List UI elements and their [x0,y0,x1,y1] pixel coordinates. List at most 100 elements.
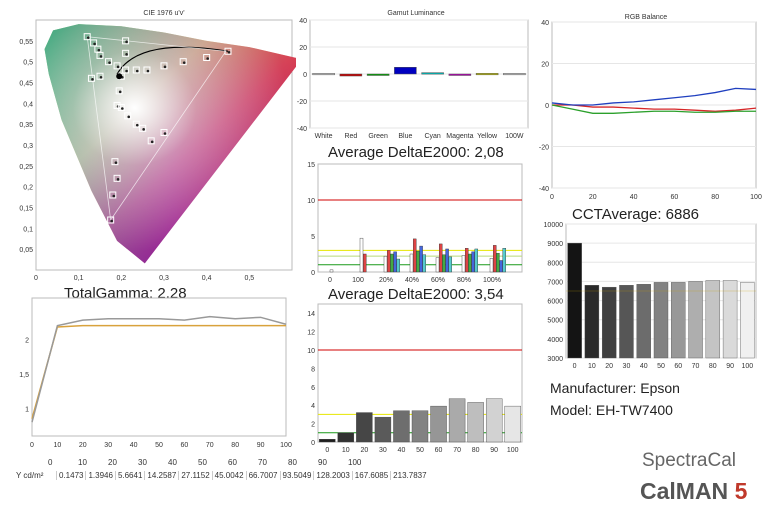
deltae-gray-x-tick: 20% [379,277,393,284]
deltae-gray-x-tick: 40% [405,277,419,284]
cct-y-tick: 10000 [544,222,564,229]
luminance-table-value: 93.5049 [279,471,314,480]
deltae-gs-x-tick: 20 [360,447,368,454]
gamma-y-tick: 2 [25,337,29,344]
deltae-gray-bar [390,253,394,273]
cie-target-marker [160,62,168,70]
luminance-table-header-cell: 60 [228,458,237,467]
cie-measured-point [114,161,118,164]
cct-x-tick: 100 [742,363,754,370]
cct-bar [584,285,600,359]
cie-target-marker [107,216,115,224]
cie-target-marker [139,124,147,132]
cct-y-tick: 5000 [547,318,563,325]
gamut-luminance-chart: Gamut Luminance 40 20 0 -20 -40 White Red Green B… [297,10,529,140]
gamut-x-tick: Green [368,133,388,140]
cie-measured-point [135,69,139,73]
deltae-gs-bar [485,398,503,443]
gamut-bar [421,72,444,75]
deltae-gs-x-tick: 0 [325,447,329,454]
luminance-table-header: 0 10 20 30 40 50 60 70 80 90 100 [16,456,429,469]
cie-measured-point [121,107,124,110]
deltae-gs-y-tick: 2 [311,422,315,429]
cie-measured-point [146,69,150,73]
cct-bar [601,286,617,359]
rgb-line-blue [551,87,757,106]
rgb-x-tick: 40 [630,194,638,201]
deltae-gs-panel: 14 12 10 8 6 4 2 0 0 10 20 30 40 50 60 70 80 90 100 [296,300,528,456]
deltae-gray-title: Average DeltaE2000: 2,08 [328,144,504,161]
deltae-gray-bar [435,257,440,273]
rgb-y-tick: 0 [545,103,549,110]
deltae-gray-bar [499,260,503,273]
cct-x-tick: 70 [692,363,700,370]
deltae-gray-bar [412,238,417,273]
calman-logo-number: 5 [734,478,748,504]
gamma-line-measured [31,315,287,423]
gamut-y-tick: -20 [297,99,307,106]
cct-title: CCTAverage: 6886 [572,206,700,223]
cie-measured-point [150,140,154,144]
cie-y-tick: 0,15 [19,206,33,213]
cie-x-tick: 0,5 [244,275,254,282]
cie-target-marker [115,87,123,95]
rgb-balance-panel: RGB Balance 40 20 0 -20 -40 0 20 40 60 80 100 [530,4,766,210]
cie-measured-point [206,57,209,60]
gamut-y-tick: 20 [299,45,307,52]
calman-logo-text: CalMAN [640,478,729,504]
cie-measured-point [97,48,101,52]
deltae-gray-bar [492,245,497,273]
cie-measured-point [93,42,96,46]
deltae-gray-bar [445,248,449,273]
deltae-gray-bar [362,253,367,273]
deltae-gray-bar [474,248,479,273]
luminance-table-value: 27.1152 [178,471,211,480]
deltae-gs-bar [430,405,447,443]
deltae-gs-y-tick: 12 [307,330,315,337]
cct-bar [705,280,721,359]
cct-bar [688,281,703,359]
deltae-gray-x-tick: 100% [483,277,501,284]
deltae-gs-x-tick: 70 [453,447,461,454]
deltae-gray-panel: 15 10 5 0 0 100 20% 40% 60% 80% 100% [296,160,528,284]
luminance-table-values: Y cd/m² 0.1473 1.3946 5.6641 14.2587 27.1152 4… [16,469,429,482]
cie-target-marker [113,174,121,182]
deltae-gs-bar [448,398,466,443]
cie-measured-point [99,75,103,79]
gamut-bar [366,73,390,76]
cct-x-tick: 50 [657,363,665,370]
gamut-bar [503,73,526,76]
deltae-gray-bar [461,255,466,273]
deltae-gs-x-tick: 40 [398,447,406,454]
deltae-gs-bar [374,416,392,443]
luminance-table-header-cell: 30 [138,458,147,467]
gamut-y-tick: 0 [303,72,307,79]
luminance-table-value: 45.0042 [211,471,246,480]
cie-target-marker [160,129,168,136]
cct-x-tick: 40 [640,363,648,370]
deltae-gray-y-tick: 10 [307,198,315,205]
cie-target-marker [203,54,211,61]
rgb-line-red [552,104,757,112]
deltae-gray-x-tick: 80% [457,277,471,284]
gamut-y-tick: 40 [299,18,307,25]
deltae-gs-bar [319,439,336,443]
deltae-gray-bar [489,258,494,273]
gamma-panel: 2 1,5 1 0 10 20 30 40 50 60 70 80 90 100 [0,296,294,456]
deltae-gray-y-tick: 15 [307,162,315,169]
luminance-table-header-cell: 10 [78,458,87,467]
deltae-gs-title: Average DeltaE2000: 3,54 [328,286,504,303]
gamut-x-tick: Cyan [424,133,440,140]
cie-measured-point [110,219,113,223]
gamut-bar [339,73,363,77]
gamut-title: Gamut Luminance [387,10,444,17]
deltae-gray-bar [468,253,472,273]
cct-y-tick: 8000 [547,260,563,267]
deltae-gs-x-tick: 30 [379,447,387,454]
deltae-gray-bar [383,255,388,273]
cct-bar [740,282,755,359]
cie-target-marker [179,58,187,66]
cie-target-marker [96,51,104,59]
gamut-bar [312,73,335,76]
